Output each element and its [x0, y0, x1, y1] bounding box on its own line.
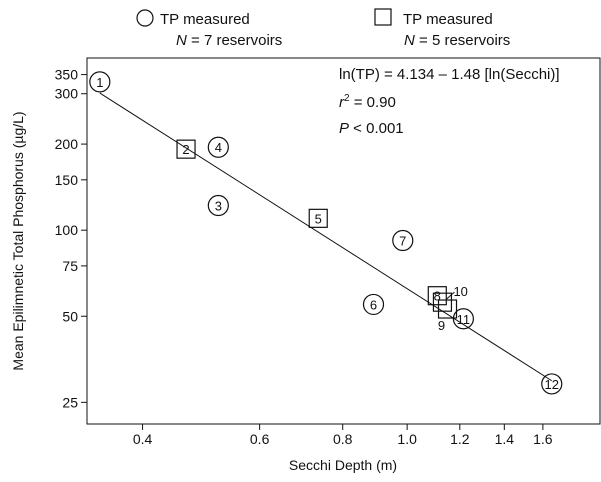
y-tick-label: 150	[55, 172, 79, 188]
x-axis-title: Secchi Depth (m)	[289, 457, 397, 473]
point-label: 6	[370, 297, 377, 312]
x-tick-label: 0.4	[133, 431, 153, 447]
point-label: 3	[215, 198, 222, 213]
circle-point-7: 7	[392, 229, 414, 252]
square-point-9: 9	[437, 299, 458, 333]
square-point-10: 10	[432, 284, 468, 312]
p-value: P < 0.001	[339, 120, 404, 137]
y-axis-title: Mean Epilimnetic Total Phosphorus (µg/L)	[10, 111, 26, 370]
legend-circle-marker	[136, 9, 154, 27]
x-tick-label: 1.4	[495, 431, 515, 447]
circle-marker	[452, 308, 474, 330]
point-label: 5	[315, 211, 322, 226]
square-marker	[432, 292, 453, 312]
square-marker	[427, 286, 447, 306]
square-marker	[437, 299, 458, 319]
square-point-8: 8	[427, 286, 447, 306]
circle-point-12: 12	[541, 373, 563, 395]
circle-point-1: 1	[89, 71, 111, 93]
point-label: 8	[434, 289, 441, 304]
x-tick-label: 0.8	[333, 431, 353, 447]
point-label: 1	[96, 75, 103, 90]
regression-annotation: ln(TP) = 4.134 – 1.48 [ln(Secchi)] r2 = …	[339, 66, 560, 137]
legend: TP measured N = 7 reservoirs TP measured…	[136, 8, 510, 49]
x-tick-label: 1.6	[533, 431, 553, 447]
x-tick-label: 0.6	[250, 431, 270, 447]
point-label: 7	[399, 234, 406, 249]
regression-line	[99, 92, 553, 382]
legend-square-label: TP measured	[403, 11, 493, 28]
circle-point-11: 11	[452, 308, 474, 330]
circle-marker	[207, 136, 229, 158]
point-label: 11	[457, 312, 471, 327]
y-tick-label: 25	[62, 394, 78, 410]
circle-marker	[362, 293, 385, 316]
circle-marker	[392, 229, 414, 252]
point-label: 12	[545, 377, 559, 392]
data-points: 1 3 4 6 7 11 12 2 5 8 9 10	[89, 71, 563, 395]
plot-area	[86, 57, 601, 425]
circle-marker	[89, 71, 111, 93]
circle-marker	[207, 194, 229, 217]
y-tick-label: 100	[55, 222, 79, 238]
circle-point-6: 6	[362, 293, 385, 316]
y-tick-label: 300	[55, 86, 79, 102]
square-marker	[308, 208, 328, 228]
legend-circle-count: N = 7 reservoirs	[176, 32, 282, 49]
point-label: 2	[182, 142, 189, 157]
legend-square-count: N = 5 reservoirs	[404, 32, 510, 49]
y-tick-label: 75	[62, 258, 78, 274]
square-marker	[176, 139, 196, 159]
point-label: 10	[453, 284, 467, 299]
square-point-2: 2	[176, 139, 196, 159]
r-squared: r2 = 0.90	[339, 93, 396, 111]
point-label: 9	[438, 318, 445, 333]
circle-marker	[541, 373, 563, 395]
y-tick-label: 50	[62, 308, 78, 324]
legend-circle-label: TP measured	[160, 11, 250, 28]
circle-point-4: 4	[207, 136, 229, 158]
label-leader	[446, 291, 455, 300]
point-label: 4	[215, 140, 222, 155]
y-tick-label: 350	[55, 67, 79, 83]
x-tick-label: 1.2	[450, 431, 470, 447]
y-tick-label: 200	[55, 136, 79, 152]
x-tick-label: 1.0	[397, 431, 417, 447]
axis-ticks: 0.4 0.6 0.8 1.0 1.2 1.4 1.62550751001502003003…	[55, 67, 553, 447]
regression-equation: ln(TP) = 4.134 – 1.48 [ln(Secchi)]	[339, 66, 560, 83]
legend-square-marker	[374, 8, 392, 26]
square-point-5: 5	[308, 208, 328, 228]
circle-point-3: 3	[207, 194, 229, 217]
